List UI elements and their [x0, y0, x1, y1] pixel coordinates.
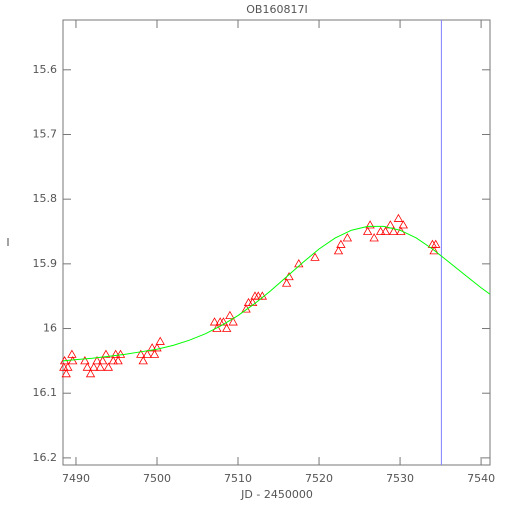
model-curve: [62, 225, 491, 362]
data-point: [147, 343, 157, 352]
data-point: [431, 239, 441, 248]
data-point: [80, 356, 90, 365]
data-point: [209, 317, 220, 326]
plot-frame: [62, 19, 491, 466]
data-point: [101, 349, 111, 358]
data-point: [310, 252, 320, 261]
data-point: [388, 226, 399, 235]
data-point: [59, 362, 69, 371]
data-point: [362, 226, 373, 235]
y-tick-label: 16: [43, 322, 57, 335]
data-point: [113, 356, 123, 365]
data-point: [393, 213, 404, 222]
data-point: [218, 317, 229, 326]
data-point: [380, 226, 391, 235]
data-point: [108, 356, 118, 365]
data-point: [155, 336, 165, 345]
data-point: [212, 323, 222, 332]
y-tick-label: 15.9: [33, 257, 58, 270]
data-point: [365, 220, 375, 229]
x-tick-label: 7510: [224, 472, 252, 485]
data-point: [281, 278, 292, 287]
data-point: [92, 356, 102, 365]
data-point: [138, 356, 148, 365]
y-tick-label: 15.8: [33, 192, 58, 205]
x-tick-label: 7520: [305, 472, 333, 485]
data-point: [67, 349, 77, 358]
data-point: [398, 220, 408, 229]
data-point: [63, 362, 73, 371]
data-point: [375, 226, 386, 235]
data-point: [82, 362, 92, 371]
data-point: [95, 362, 105, 371]
data-point: [333, 246, 344, 255]
data-point: [243, 297, 254, 307]
data-point: [149, 349, 160, 358]
y-tick-label: 16.1: [33, 386, 58, 399]
x-tick-label: 7540: [467, 472, 495, 485]
data-point: [61, 368, 71, 378]
data-point: [369, 233, 379, 242]
data-point: [103, 362, 114, 371]
x-tick-label: 7490: [62, 472, 90, 485]
data-point: [136, 349, 146, 358]
data-point: [89, 362, 99, 371]
x-tick-label: 7500: [143, 472, 171, 485]
data-point: [228, 317, 238, 326]
data-point: [98, 356, 108, 365]
data-point: [115, 349, 126, 358]
data-point: [241, 304, 251, 313]
data-point: [429, 246, 439, 255]
x-tick-label: 7530: [386, 472, 414, 485]
y-tick-label: 15.7: [33, 127, 58, 140]
data-point: [225, 310, 235, 319]
data-point: [336, 239, 346, 248]
data-point: [221, 323, 232, 332]
data-point: [284, 271, 294, 281]
data-point: [342, 233, 353, 242]
x-axis-label: JD - 2450000: [240, 488, 313, 501]
data-point: [152, 343, 162, 352]
y-tick-label: 15.6: [33, 63, 58, 76]
data-point: [85, 368, 96, 378]
chart-title: OB160817I: [246, 3, 307, 16]
y-tick-label: 16.2: [33, 451, 58, 464]
data-point: [110, 349, 121, 358]
y-axis-label: I: [6, 236, 9, 249]
data-point: [142, 349, 152, 358]
data-point: [294, 259, 304, 268]
